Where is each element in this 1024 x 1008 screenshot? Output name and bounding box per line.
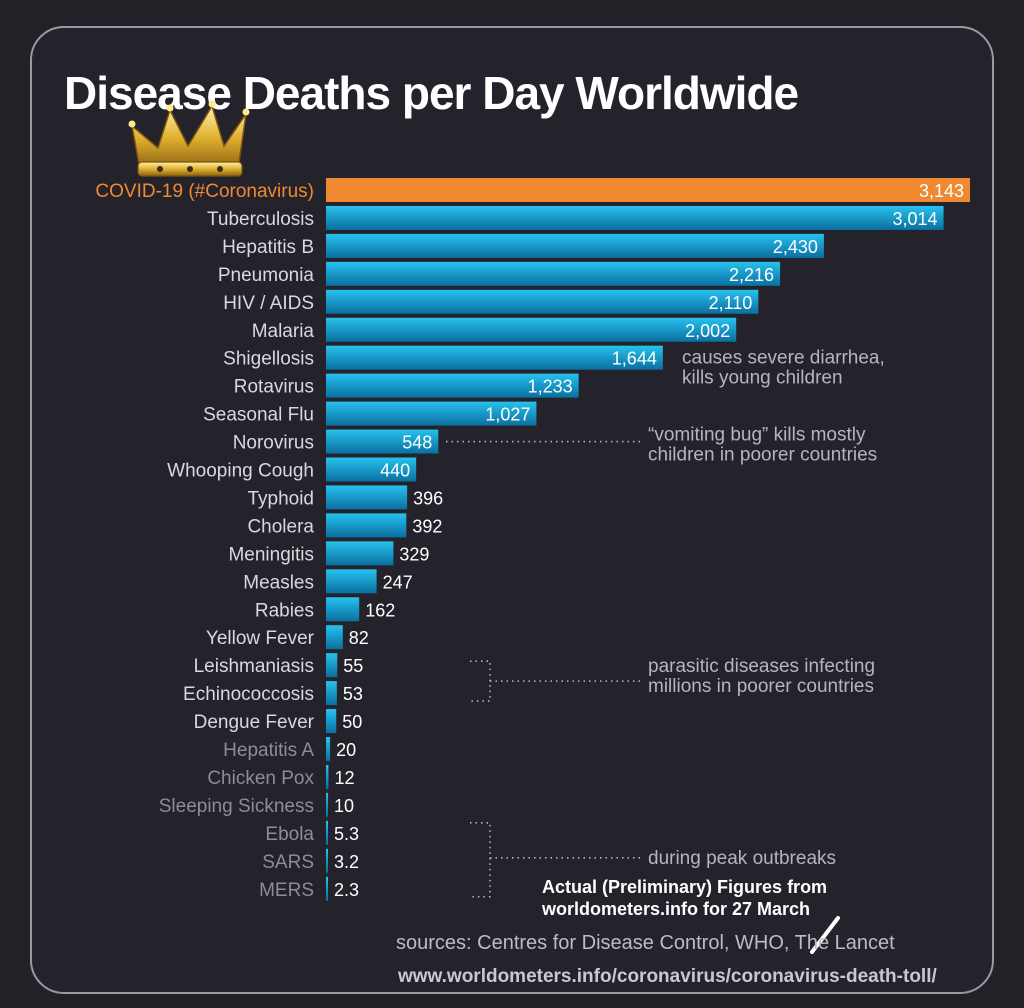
annotation-norovirus: “vomiting bug” kills mostly [648,425,866,446]
bar-whooping-cough [326,457,417,482]
annotation-norovirus: children in poorer countries [648,445,877,466]
value-label: 396 [413,488,443,508]
value-label: 392 [412,516,442,536]
category-label: Whooping Cough [167,461,314,482]
bar-meningitis [326,541,394,566]
value-label: 1,027 [485,405,530,425]
bar-mers [326,876,328,901]
bar-ebola [326,820,328,845]
bar-rabies [326,597,360,622]
category-label: Chicken Pox [207,768,314,789]
sources-line: sources: Centres for Disease Control, WH… [396,932,895,954]
bar-malaria [326,317,737,342]
category-label: Echinococcosis [183,684,314,705]
bar-yellow-fever [326,625,343,650]
bar-shigellosis [326,345,663,370]
bar-hiv-aids [326,289,759,314]
category-label: Cholera [247,516,314,537]
figures-note-line-2: worldometers.info for 27 March [542,899,811,919]
value-label: 548 [402,433,432,453]
value-label: 2,216 [729,265,774,285]
category-label: HIV / AIDS [223,293,314,314]
value-label: 2,110 [709,293,753,313]
figures-note: Actual (Preliminary) Figures from worldo… [542,876,827,920]
category-label: Malaria [252,321,315,342]
bar-hepatitis-b [326,233,824,258]
source-url[interactable]: www.worldometers.info/coronavirus/corona… [398,966,937,987]
bar-cholera [326,513,407,538]
value-label: 1,644 [612,349,657,369]
value-label: 55 [343,656,363,676]
bar-sleeping-sickness [326,792,329,817]
value-label: 3.2 [334,852,359,872]
chart-title: Disease Deaths per Day Worldwide [64,67,799,119]
value-label: 20 [336,740,356,760]
value-label: 53 [343,684,363,704]
figures-note-line-1: Actual (Preliminary) Figures from [542,877,828,897]
bar-sars [326,848,328,873]
category-label: Rabies [255,600,314,621]
bracket [470,822,491,898]
category-label: Sleeping Sickness [159,796,314,817]
annotation-parasitic: parasitic diseases infecting [648,656,875,677]
category-label: Hepatitis A [223,740,314,761]
bar-covid-19-coronavirus [326,178,970,202]
annotation-shigellosis: kills young children [682,368,843,389]
value-label: 2,430 [773,237,818,257]
bar-norovirus [326,429,439,454]
annotation-parasitic: millions in poorer countries [648,676,874,697]
category-label: Pneumonia [218,265,315,286]
value-label: 10 [334,796,354,816]
category-label: SARS [262,852,314,873]
category-label: Meningitis [228,544,314,565]
value-label: 3,014 [893,209,938,229]
bar-chicken-pox [326,764,329,789]
bar-pneumonia [326,261,781,286]
annotation-shigellosis: causes severe diarrhea, [682,348,885,369]
category-label: Typhoid [247,488,314,509]
value-label: 162 [365,600,395,620]
value-label: 82 [349,628,369,648]
value-label: 440 [380,461,410,481]
category-label: Rotavirus [234,377,314,398]
value-label: 247 [383,572,413,592]
bar-echinococcosis [326,681,337,706]
category-label: Norovirus [233,433,314,454]
bar-measles [326,569,377,594]
category-label: Yellow Fever [206,628,315,649]
value-label: 3,143 [919,181,964,201]
value-label: 12 [334,768,354,788]
category-label: Shigellosis [223,349,314,370]
value-label: 2.3 [334,880,359,900]
value-label: 329 [399,544,429,564]
category-label: Dengue Fever [194,712,315,733]
bar-leishmaniasis [326,653,338,678]
bar-dengue-fever [326,709,337,734]
value-label: 5.3 [334,824,359,844]
annotation-outbreaks: during peak outbreaks [648,848,836,869]
bar-tuberculosis [326,205,944,230]
bar-seasonal-flu [326,401,537,426]
value-label: 50 [342,712,362,732]
crown-icon [128,100,250,177]
annotations-group: causes severe diarrhea,kills young child… [446,348,885,898]
value-label: 2,002 [685,321,730,341]
slash-mark [810,916,840,954]
bar-rotavirus [326,373,579,398]
category-label: COVID-19 (#Coronavirus) [95,181,314,202]
bracket [470,660,491,702]
category-label: Measles [243,572,314,593]
category-label: MERS [259,880,314,901]
bar-hepatitis-a [326,737,331,761]
category-label: Hepatitis B [222,237,314,258]
bar-typhoid [326,485,408,510]
category-label: Leishmaniasis [194,656,314,677]
category-label: Ebola [265,824,314,845]
category-label: Tuberculosis [207,209,314,230]
category-label: Seasonal Flu [203,405,314,426]
value-label: 1,233 [528,377,573,397]
bars-group: COVID-19 (#Coronavirus) 3,143 Tuberculosis… [95,178,970,901]
